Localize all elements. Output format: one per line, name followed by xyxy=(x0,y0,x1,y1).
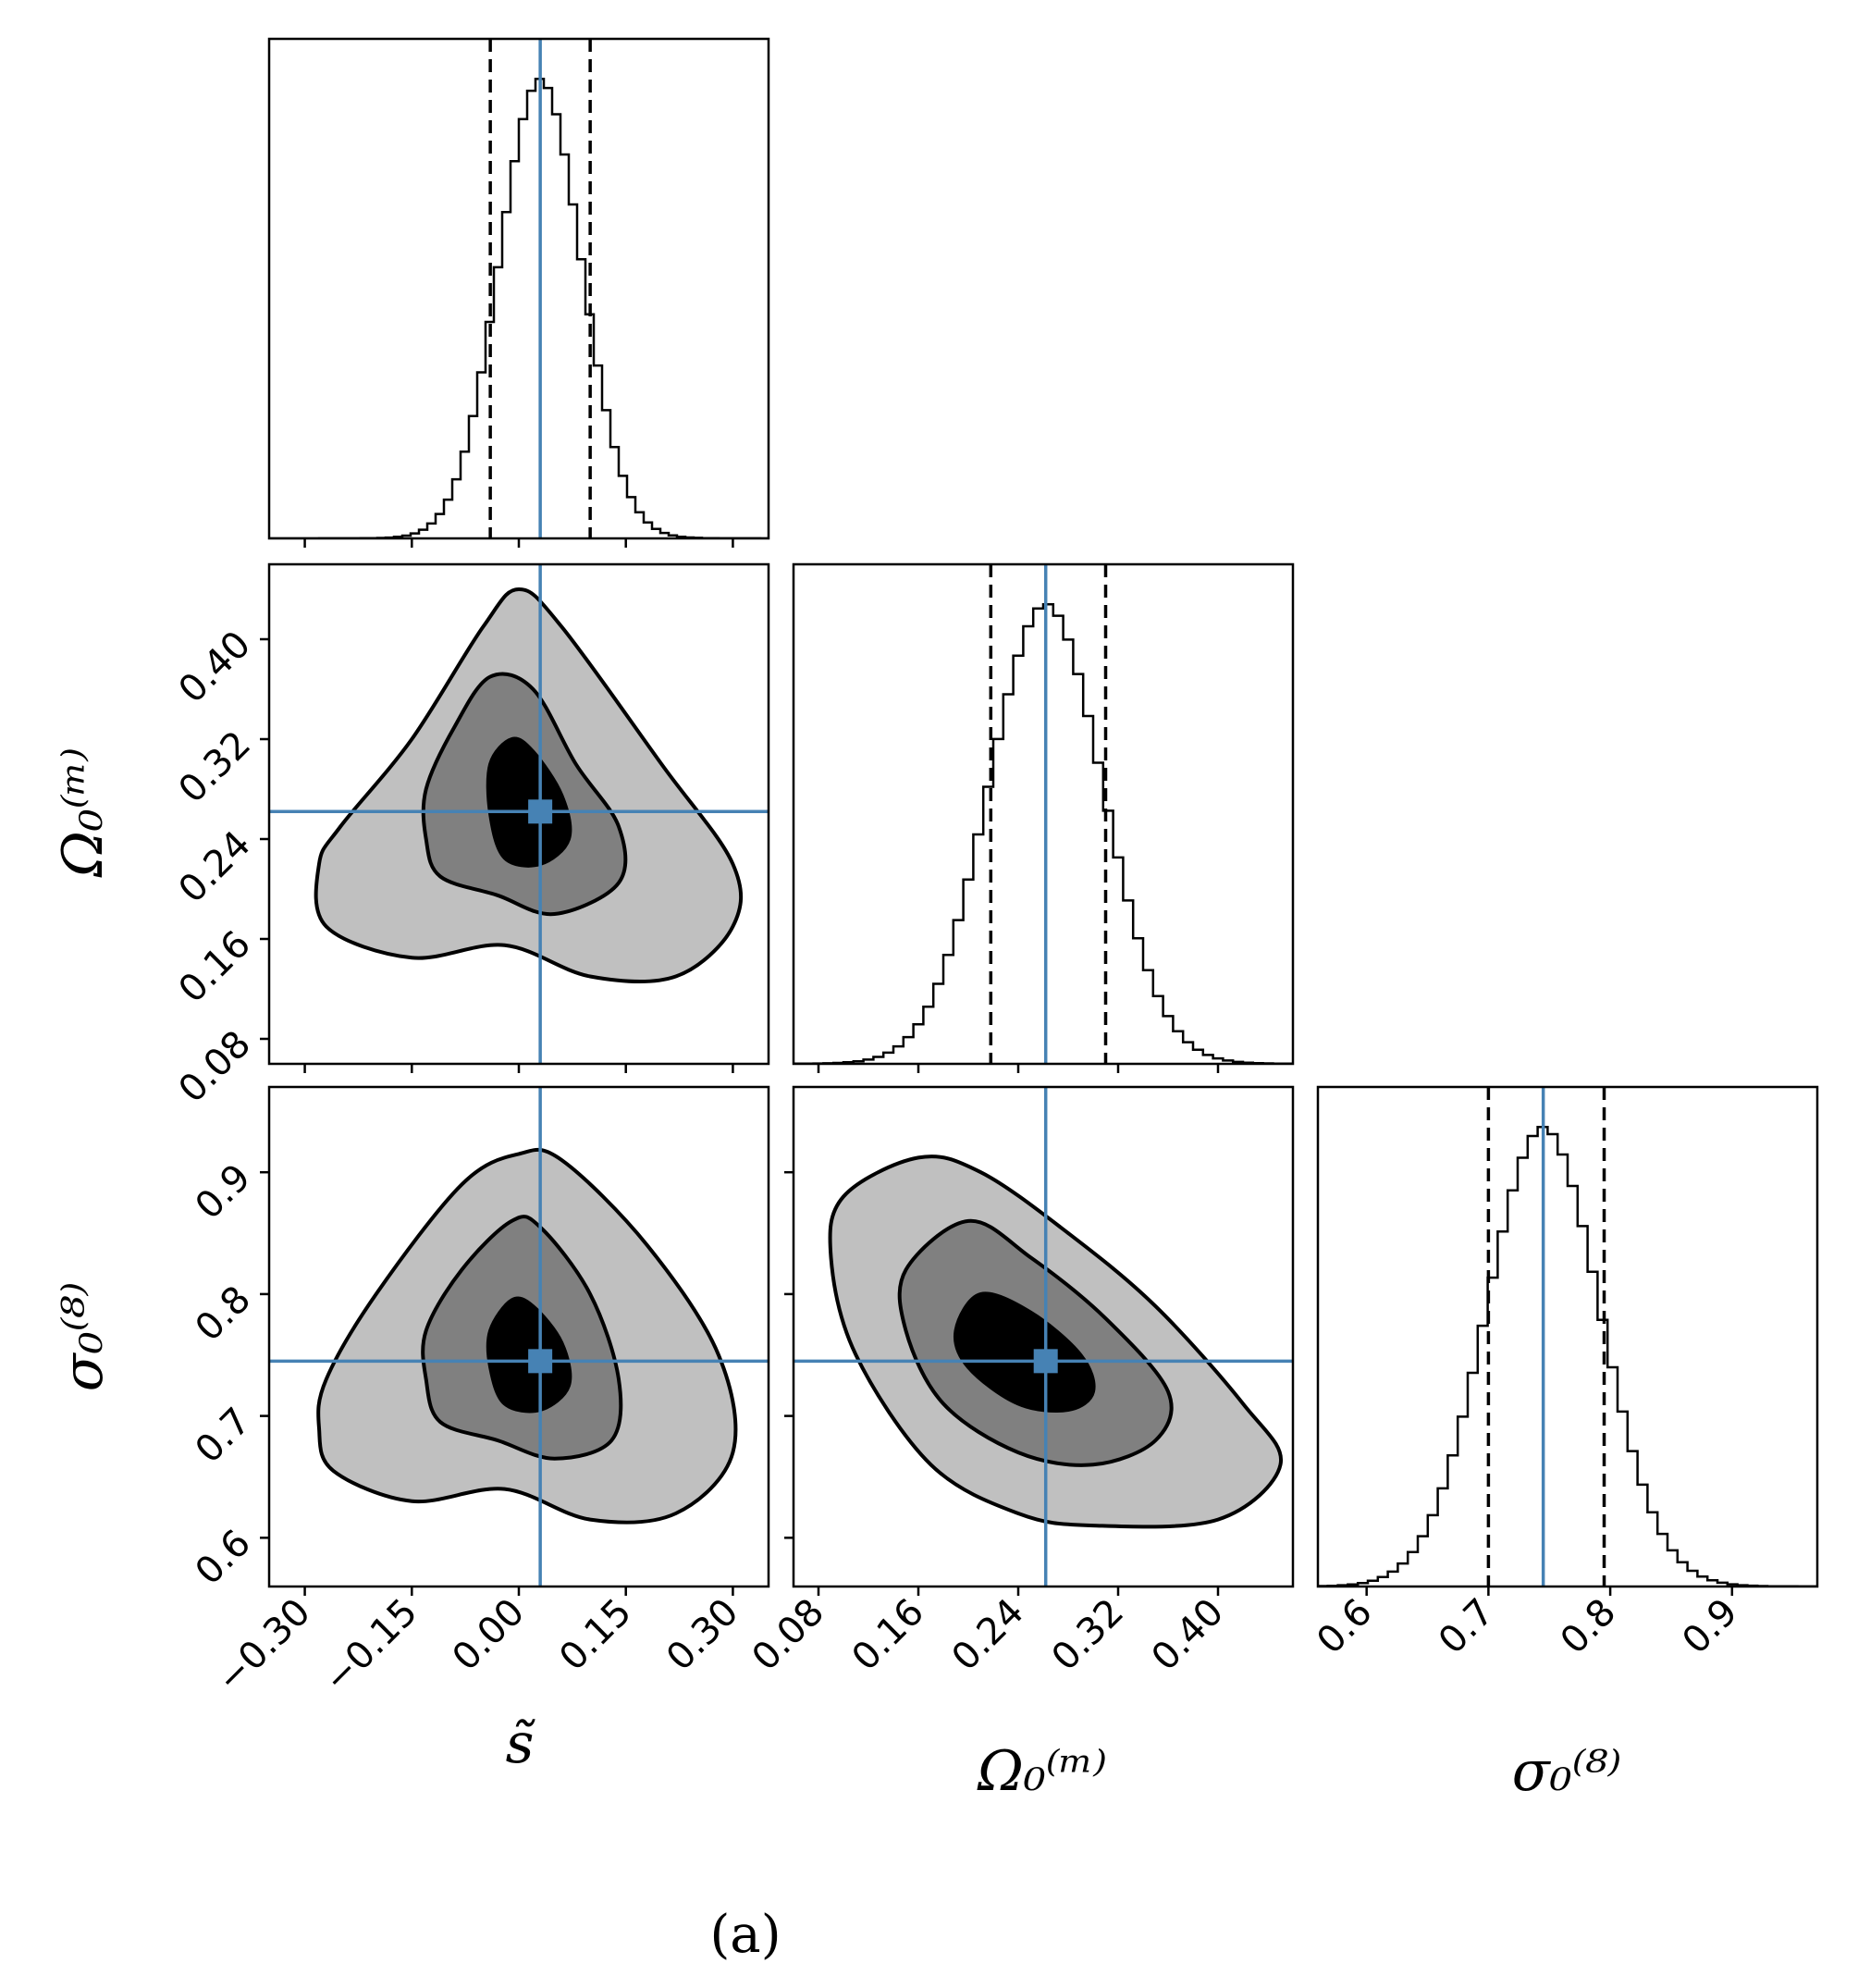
histogram-om xyxy=(794,564,1293,1064)
truth-marker xyxy=(1033,1349,1058,1374)
contour-panel-om-s8 xyxy=(794,1087,1293,1587)
truth-marker xyxy=(528,799,553,824)
y-tick-label-om: 0.08 xyxy=(171,1023,260,1112)
histogram-steps-s xyxy=(269,77,769,538)
panel-frame-hist-s8 xyxy=(1316,1085,1819,1588)
y-tick-label-s8: 0.7 xyxy=(188,1400,260,1472)
y-tick-label-om: 0.32 xyxy=(171,723,260,812)
x-tick-label-s8: 0.9 xyxy=(1674,1591,1746,1663)
panel-frame-hist-s xyxy=(267,37,770,540)
x-tick-label-s8: 0.8 xyxy=(1553,1591,1625,1663)
x-axis-label-s: s̃ xyxy=(506,1711,536,1776)
x-tick-label-s: 0.30 xyxy=(658,1591,747,1680)
histogram-s xyxy=(269,39,769,538)
x-tick-label-s8: 0.7 xyxy=(1431,1591,1503,1663)
y-tick-label-om: 0.24 xyxy=(171,823,260,912)
x-tick-label-om: 0.40 xyxy=(1144,1591,1233,1680)
y-axis-label-sigma8: σ₀⁽⁸⁾ xyxy=(51,1282,116,1392)
x-axis-label-omega-m: Ω₀⁽ᵐ⁾ xyxy=(977,1739,1107,1804)
y-tick-label-s8: 0.8 xyxy=(188,1278,260,1350)
x-tick-label-om: 0.32 xyxy=(1044,1591,1133,1680)
x-tick-label-om: 0.16 xyxy=(844,1591,933,1680)
y-tick-label-om: 0.16 xyxy=(171,923,260,1012)
y-axis-label-omega-m: Ω₀⁽ᵐ⁾ xyxy=(51,747,116,878)
contour-level-3 xyxy=(953,1291,1096,1413)
histogram-steps-s8 xyxy=(1318,1125,1817,1587)
x-tick-label-om: 0.24 xyxy=(944,1591,1033,1680)
histogram-steps-om xyxy=(794,602,1293,1064)
x-tick-label-om: 0.08 xyxy=(744,1591,833,1680)
x-tick-label-s: −0.30 xyxy=(208,1591,318,1701)
y-tick-label-s8: 0.6 xyxy=(188,1522,260,1594)
contour-panel-s-s8 xyxy=(269,1087,769,1587)
histogram-s8 xyxy=(1318,1087,1817,1587)
panel-frame-hist-om xyxy=(792,562,1295,1066)
x-tick-label-s: 0.15 xyxy=(551,1591,640,1680)
x-axis-label-sigma8: σ₀⁽⁸⁾ xyxy=(1512,1739,1622,1804)
y-tick-label-s8: 0.9 xyxy=(188,1156,260,1229)
x-tick-label-s8: 0.6 xyxy=(1309,1591,1381,1663)
x-tick-label-s: 0.00 xyxy=(445,1591,534,1680)
figure-caption: (a) xyxy=(709,1905,781,1965)
truth-marker xyxy=(528,1349,553,1374)
panels-layer xyxy=(269,39,1817,1587)
y-tick-label-om: 0.40 xyxy=(171,624,260,712)
x-tick-label-s: −0.15 xyxy=(315,1591,425,1701)
contour-panel-s-om xyxy=(269,564,769,1064)
axis-labels-layer: s̃ Ω₀⁽ᵐ⁾ σ₀⁽⁸⁾ Ω₀⁽ᵐ⁾ σ₀⁽⁸⁾ (a) xyxy=(51,747,1621,1965)
panel-frame-om-s8 xyxy=(792,1085,1295,1588)
